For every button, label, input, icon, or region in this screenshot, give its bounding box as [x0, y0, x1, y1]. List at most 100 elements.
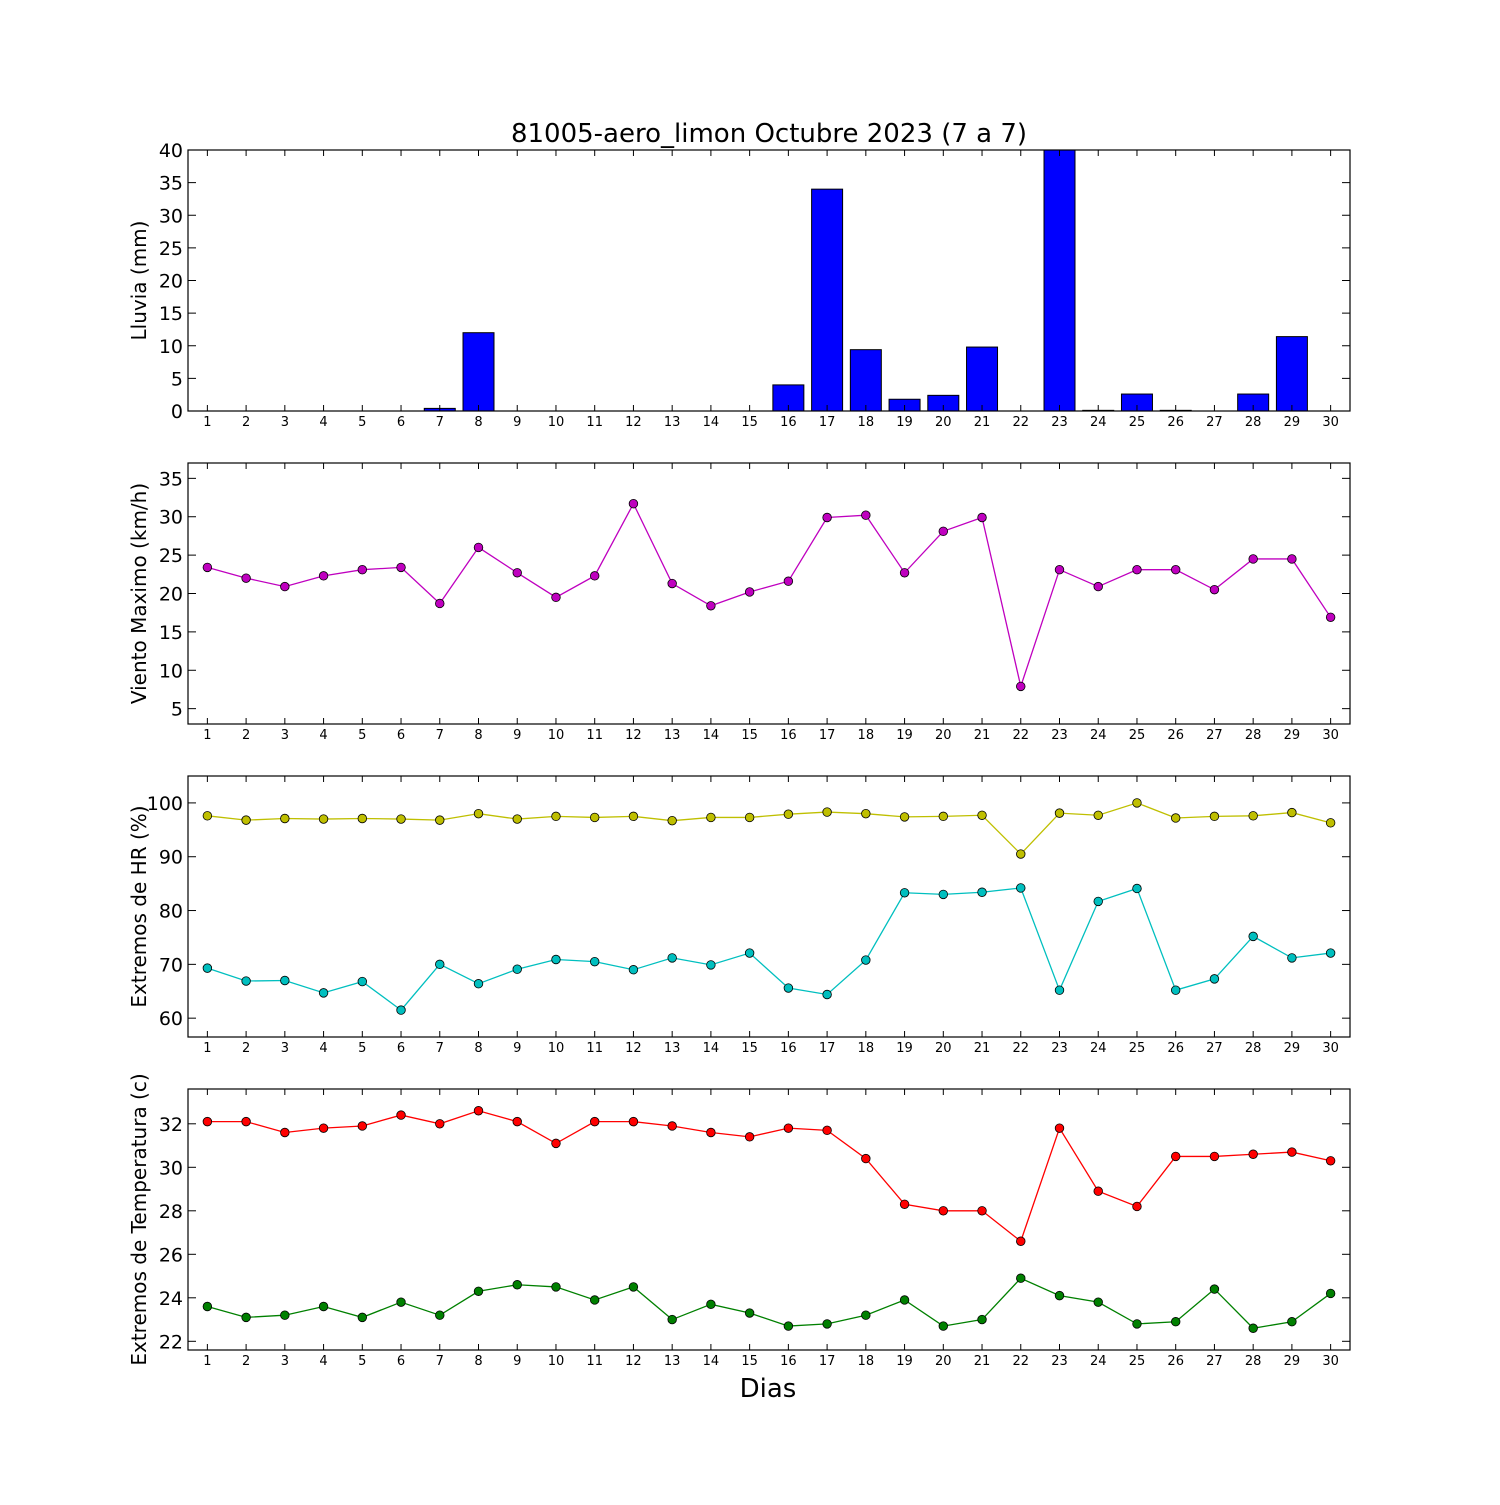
x-tick-label: 23 — [1051, 1354, 1068, 1369]
x-tick-label: 27 — [1206, 415, 1223, 430]
point-series-2-day-17 — [822, 1319, 832, 1329]
y-tick-label: 32 — [159, 1114, 183, 1136]
point-series-1-day-15 — [744, 1132, 755, 1142]
point-series-2-day-15 — [744, 948, 755, 958]
y-axis-label: Extremos de HR (%) — [127, 805, 151, 1007]
point-series-1-day-8 — [473, 1106, 484, 1116]
point-series-1-day-5 — [357, 813, 368, 824]
x-tick-label: 25 — [1129, 1041, 1146, 1056]
x-tick-label: 12 — [625, 728, 642, 743]
x-tick-label: 13 — [664, 1041, 681, 1056]
point-series-2-day-25 — [1132, 883, 1142, 894]
x-tick-label: 1 — [203, 1354, 211, 1369]
point-series-2-day-4 — [318, 988, 329, 998]
point-series-1-day-1 — [202, 562, 213, 573]
x-tick-label: 30 — [1322, 1354, 1339, 1369]
point-series-2-day-26 — [1170, 1317, 1181, 1327]
y-tick-label: 15 — [159, 303, 183, 325]
point-series-2-day-16 — [783, 983, 794, 993]
point-series-2-day-13 — [667, 1314, 677, 1325]
y-tick-label: 28 — [159, 1201, 183, 1223]
y-axis-label: Extremos de Temperatura (c) — [127, 1073, 151, 1365]
axes-frame — [187, 1088, 1351, 1351]
point-series-1-day-4 — [318, 1123, 329, 1133]
point-series-2-day-19 — [899, 888, 910, 898]
y-tick-label: 80 — [159, 901, 183, 923]
x-tick-label: 12 — [625, 1354, 642, 1369]
point-series-1-day-26 — [1170, 565, 1181, 575]
x-tick-label: 11 — [586, 415, 603, 430]
x-tick-label: 24 — [1090, 415, 1107, 430]
x-tick-label: 9 — [513, 728, 521, 743]
x-tick-label: 8 — [474, 728, 482, 743]
x-tick-label: 24 — [1090, 728, 1107, 743]
point-series-1-day-4 — [318, 814, 329, 824]
point-series-1-day-23 — [1054, 565, 1065, 575]
point-series-2-day-7 — [435, 959, 445, 970]
point-series-2-day-6 — [396, 1005, 406, 1015]
point-series-1-day-24 — [1093, 810, 1103, 820]
point-series-2-day-27 — [1209, 1284, 1220, 1294]
x-tick-label: 24 — [1090, 1041, 1107, 1056]
point-series-1-day-6 — [396, 814, 406, 824]
chart-title: 81005-aero_limon Octubre 2023 (7 a 7) — [511, 119, 1027, 149]
y-axis-label: Viento Maximo (km/h) — [127, 483, 151, 704]
plot-area — [202, 1106, 1336, 1333]
x-tick-label: 16 — [780, 728, 797, 743]
point-series-2-day-26 — [1170, 985, 1181, 995]
x-tick-label: 17 — [819, 1354, 836, 1369]
x-tick-label: 20 — [935, 415, 952, 430]
x-tick-label: 22 — [1012, 415, 1029, 430]
point-series-1-day-19 — [899, 812, 910, 822]
series-line-2 — [207, 1277, 1332, 1329]
point-series-1-day-22 — [1016, 849, 1026, 859]
point-series-2-day-12 — [628, 965, 639, 975]
x-tick-label: 22 — [1012, 1041, 1029, 1056]
x-tick-label: 14 — [703, 1041, 720, 1056]
point-series-1-day-27 — [1209, 1151, 1220, 1162]
point-series-1-day-7 — [435, 1119, 445, 1129]
point-series-2-day-14 — [706, 1299, 716, 1310]
point-series-1-day-22 — [1016, 1236, 1026, 1246]
point-series-1-day-26 — [1170, 1151, 1181, 1162]
series-line-2 — [207, 887, 1331, 1011]
x-tick-label: 9 — [513, 1354, 521, 1369]
point-series-1-day-23 — [1054, 1123, 1065, 1133]
x-tick-label: 27 — [1206, 1354, 1223, 1369]
point-series-1-day-28 — [1248, 811, 1258, 821]
x-tick-label: 21 — [974, 415, 991, 430]
x-tick-label: 13 — [664, 415, 681, 430]
x-tick-label: 4 — [319, 1354, 327, 1369]
point-series-2-day-28 — [1248, 931, 1258, 942]
point-series-1-day-2 — [241, 815, 251, 825]
point-series-1-day-6 — [396, 562, 406, 573]
point-series-2-day-27 — [1209, 974, 1220, 984]
point-series-2-day-11 — [590, 956, 600, 967]
point-series-2-day-28 — [1248, 1323, 1258, 1333]
point-series-1-day-10 — [551, 592, 561, 603]
x-tick-label: 22 — [1012, 728, 1029, 743]
x-tick-label: 12 — [625, 1041, 642, 1056]
series-line-1 — [207, 1110, 1331, 1243]
point-series-2-day-19 — [899, 1295, 910, 1305]
point-series-1-day-16 — [783, 576, 794, 586]
x-tick-label: 26 — [1167, 1354, 1184, 1369]
point-series-1-day-23 — [1054, 808, 1065, 818]
point-series-2-day-9 — [512, 964, 522, 974]
x-tick-label: 27 — [1206, 728, 1223, 743]
point-series-1-day-29 — [1287, 807, 1297, 818]
point-series-2-day-5 — [357, 1312, 368, 1323]
point-series-2-day-17 — [822, 989, 832, 1000]
point-series-1-day-25 — [1132, 798, 1142, 808]
bar-day-21 — [966, 346, 999, 411]
y-tick-label: 25 — [159, 545, 183, 567]
x-tick-label: 9 — [513, 1041, 521, 1056]
point-series-1-day-11 — [590, 571, 600, 581]
x-tick-label: 13 — [664, 1354, 681, 1369]
x-tick-label: 9 — [513, 415, 521, 430]
y-tick-label: 15 — [159, 622, 183, 644]
y-tick-label: 5 — [171, 368, 183, 390]
x-tick-label: 26 — [1167, 728, 1184, 743]
x-tick-label: 17 — [819, 415, 836, 430]
point-series-1-day-3 — [280, 581, 290, 592]
